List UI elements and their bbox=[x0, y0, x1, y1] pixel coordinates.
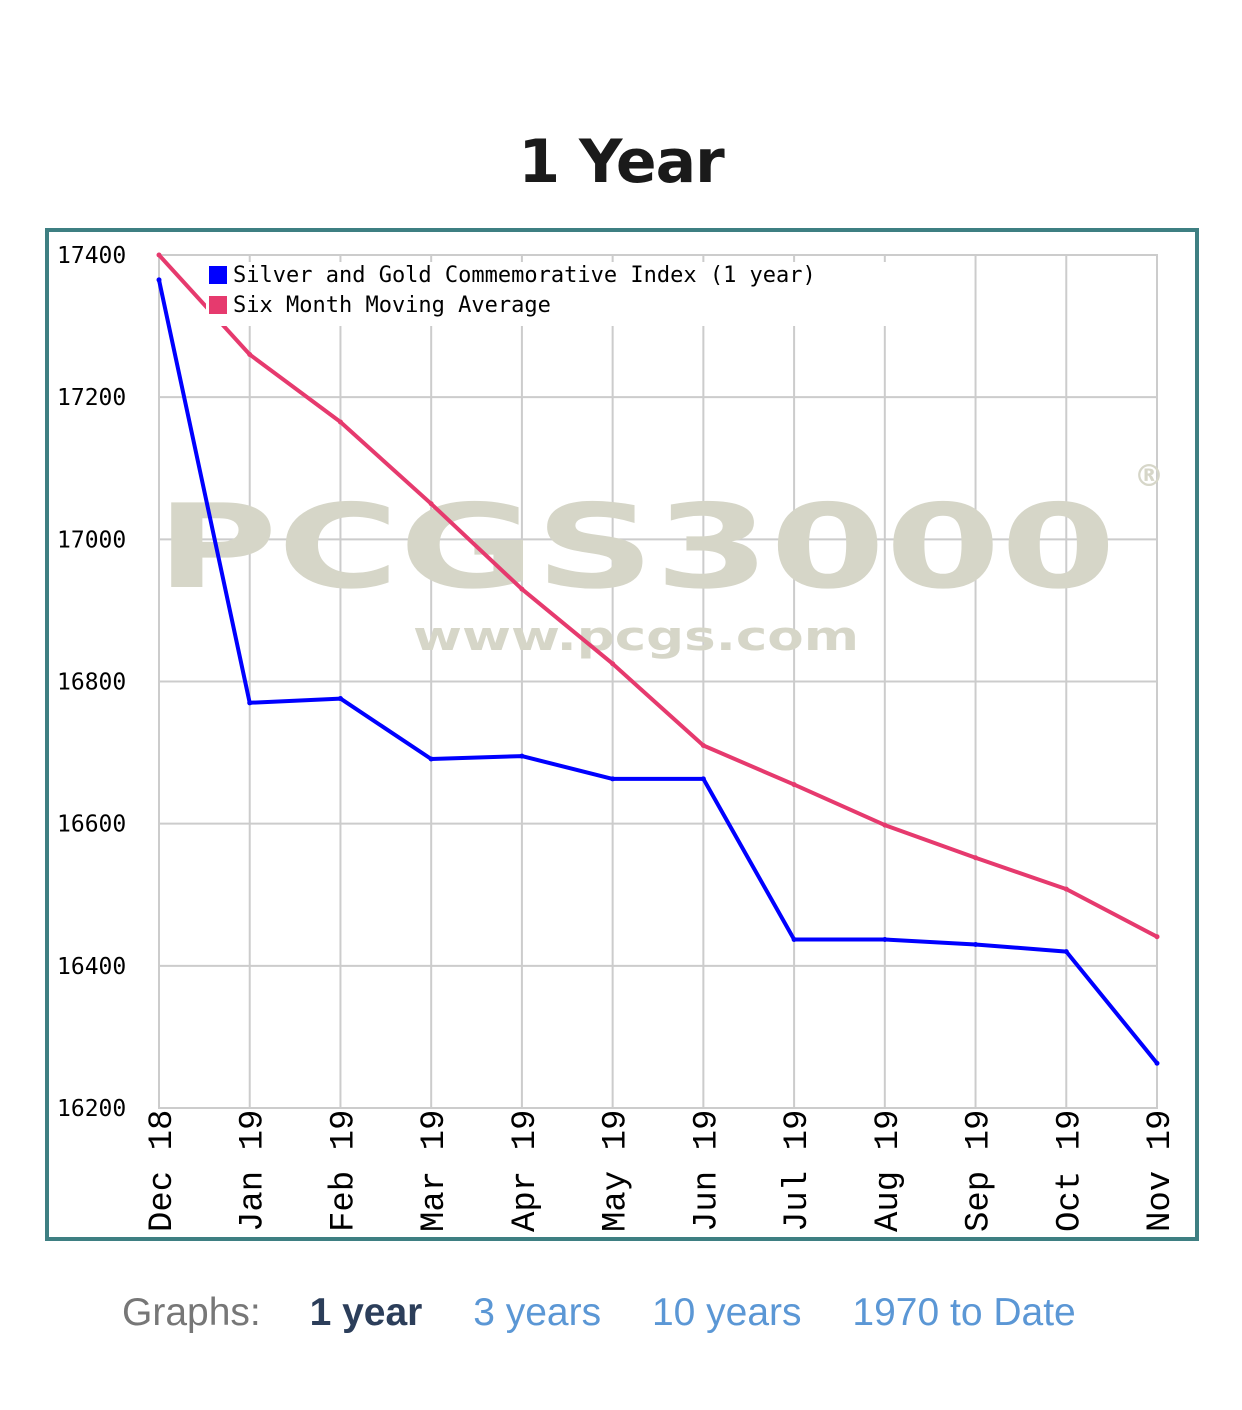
x-tick-label: Dec 18 bbox=[144, 1110, 182, 1232]
graph-link-1970-to-date[interactable]: 1970 to Date bbox=[852, 1291, 1076, 1334]
series-2-point bbox=[1154, 934, 1160, 940]
y-tick-label: 16400 bbox=[57, 954, 126, 980]
legend-label: Six Month Moving Average bbox=[233, 293, 551, 318]
y-tick-label: 17000 bbox=[57, 527, 126, 553]
x-tick-label: Feb 19 bbox=[325, 1110, 363, 1232]
page-title: 1 Year bbox=[518, 127, 724, 197]
series-1-point bbox=[1063, 949, 1069, 955]
legend: Silver and Gold Commemorative Index (1 y… bbox=[206, 262, 962, 326]
line-chart: PCGS3000 www.pcgs.com ® 1740017200170001… bbox=[57, 243, 1180, 1232]
series-1-point bbox=[610, 776, 616, 782]
x-tick-label: May 19 bbox=[598, 1110, 636, 1232]
x-tick-label: Jan 19 bbox=[235, 1110, 273, 1232]
series-2-point bbox=[791, 782, 797, 788]
y-tick-label: 16600 bbox=[57, 812, 126, 838]
graph-link-10-years[interactable]: 10 years bbox=[651, 1291, 802, 1334]
legend-label: Silver and Gold Commemorative Index (1 y… bbox=[233, 263, 816, 288]
x-tick-label: Jul 19 bbox=[779, 1110, 817, 1232]
series-1-point bbox=[791, 937, 797, 943]
grid-lines bbox=[158, 254, 1158, 1109]
graphs-nav: Graphs: 1 year 3 years 10 years 1970 to … bbox=[122, 1285, 1116, 1345]
series-1-point bbox=[519, 753, 525, 759]
series-2-point bbox=[337, 419, 343, 425]
series-1-point bbox=[1154, 1060, 1160, 1066]
series-2-point bbox=[973, 855, 979, 861]
graphs-label: Graphs: bbox=[122, 1291, 261, 1334]
x-tick-label: Apr 19 bbox=[507, 1110, 545, 1232]
graph-link-1-year[interactable]: 1 year bbox=[309, 1291, 423, 1334]
x-tick-label: Mar 19 bbox=[416, 1110, 454, 1232]
series-2-point bbox=[1063, 886, 1069, 892]
watermark-registered: ® bbox=[1134, 459, 1164, 494]
series-2-point bbox=[700, 742, 706, 748]
x-tick-label: Jun 19 bbox=[688, 1110, 726, 1232]
series-2-point bbox=[428, 501, 434, 507]
series-1-point bbox=[428, 756, 434, 762]
y-tick-label: 17400 bbox=[57, 243, 126, 269]
series-1-point bbox=[973, 942, 979, 948]
series-1-point bbox=[156, 277, 162, 283]
series-line-1 bbox=[157, 277, 1159, 1066]
y-tick-label: 17200 bbox=[57, 385, 126, 411]
legend-background bbox=[206, 262, 962, 326]
series-lines bbox=[156, 252, 1160, 1066]
series-2-point bbox=[519, 586, 525, 592]
x-tick-label: Nov 19 bbox=[1142, 1110, 1180, 1232]
series-2-point bbox=[156, 252, 162, 258]
x-tick-label: Oct 19 bbox=[1051, 1110, 1089, 1232]
x-axis-ticks: Dec 18 Jan 19 Feb 19 Mar 19 Apr 19 May 19 Jun … bbox=[144, 1110, 1180, 1232]
x-tick-label: Aug 19 bbox=[870, 1110, 908, 1232]
graph-link-3-years[interactable]: 3 years bbox=[473, 1291, 602, 1334]
watermark: PCGS3000 www.pcgs.com ® bbox=[156, 459, 1164, 660]
y-tick-label: 16800 bbox=[57, 670, 126, 696]
series-1-point bbox=[700, 776, 706, 782]
series-1-point bbox=[247, 700, 253, 706]
watermark-sub: www.pcgs.com bbox=[413, 614, 859, 660]
series-2-point bbox=[882, 822, 888, 828]
y-tick-label: 16200 bbox=[57, 1096, 126, 1122]
series-1-point bbox=[337, 696, 343, 702]
watermark-main: PCGS3000 bbox=[156, 480, 1116, 615]
y-axis-ticks: 17400 17200 17000 16800 16600 16400 16200 bbox=[57, 243, 126, 1122]
legend-swatch bbox=[209, 266, 227, 284]
legend-swatch bbox=[209, 296, 227, 314]
series-2-point bbox=[247, 352, 253, 358]
series-line-2 bbox=[157, 253, 1159, 939]
chart-frame: PCGS3000 www.pcgs.com ® 17400 17200 17000 1… bbox=[45, 228, 1199, 1241]
series-1-point bbox=[882, 937, 888, 943]
series-2-point bbox=[610, 661, 616, 667]
x-tick-label: Sep 19 bbox=[961, 1110, 999, 1232]
